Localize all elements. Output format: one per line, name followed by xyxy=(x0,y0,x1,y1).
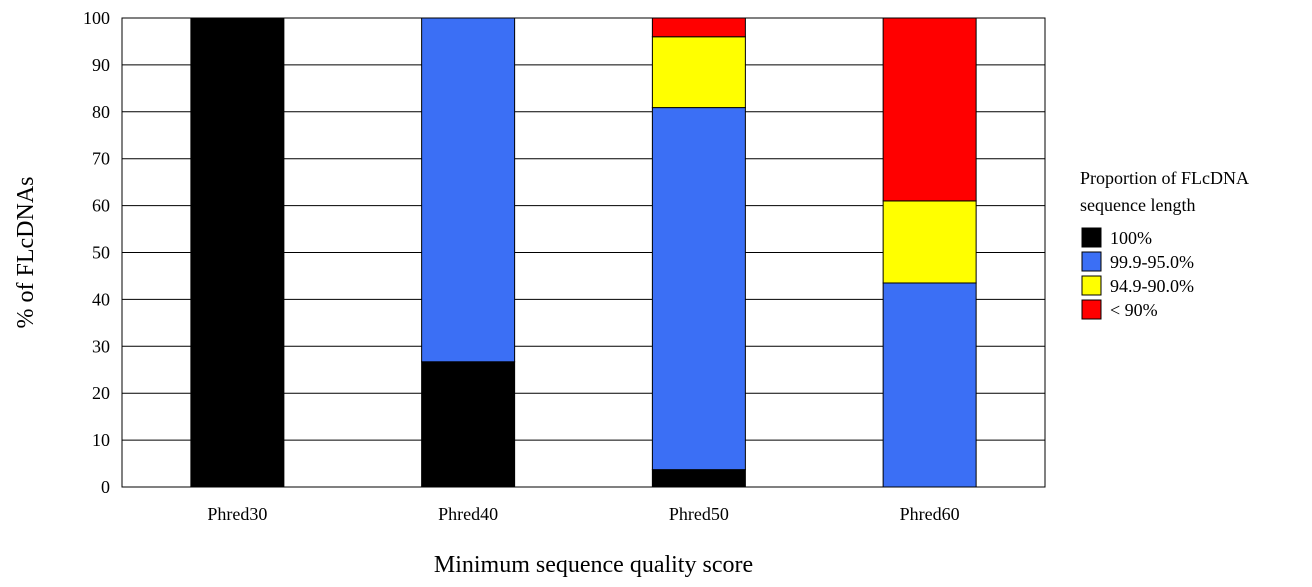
legend-title-line-1: Proportion of FLcDNA xyxy=(1080,168,1249,188)
y-tick-label: 30 xyxy=(92,336,110,356)
bar-segment xyxy=(651,107,746,471)
x-tick-label: Phred50 xyxy=(669,504,729,524)
legend-swatch xyxy=(1081,251,1102,272)
bar-segment xyxy=(882,282,977,488)
legend: Proportion of FLcDNA sequence length 100… xyxy=(1080,168,1249,320)
bar-segment xyxy=(421,17,516,363)
legend-label: 100% xyxy=(1110,228,1152,248)
bar-segment xyxy=(651,36,746,109)
legend-title-line-2: sequence length xyxy=(1080,195,1195,215)
x-tick-label: Phred30 xyxy=(207,504,267,524)
y-tick-label: 10 xyxy=(92,430,110,450)
legend-label: < 90% xyxy=(1110,300,1158,320)
x-axis-title: Minimum sequence quality score xyxy=(434,552,753,578)
bar-segment xyxy=(882,200,977,284)
y-tick-label: 0 xyxy=(101,477,110,497)
y-tick-label: 80 xyxy=(92,102,110,122)
legend-label: 99.9-95.0% xyxy=(1110,252,1194,272)
bar-segment xyxy=(190,17,285,488)
bar-segment xyxy=(421,361,516,488)
x-tick-labels: Phred30 Phred40 Phred50 Phred60 xyxy=(207,504,959,524)
legend-swatch xyxy=(1081,275,1102,296)
y-tick-label: 100 xyxy=(83,8,110,28)
x-tick-label: Phred40 xyxy=(438,504,498,524)
y-tick-label: 50 xyxy=(92,243,110,263)
y-tick-label: 90 xyxy=(92,55,110,75)
legend-swatch xyxy=(1081,227,1102,248)
bar-segment xyxy=(651,469,746,488)
x-tick-label: Phred60 xyxy=(900,504,960,524)
y-tick-label: 40 xyxy=(92,289,110,309)
bar-segment xyxy=(882,17,977,202)
legend-label: 94.9-90.0% xyxy=(1110,276,1194,296)
y-tick-labels: 0 10 20 30 40 50 60 70 80 90 100 xyxy=(83,8,110,497)
y-tick-label: 20 xyxy=(92,383,110,403)
plot-frame xyxy=(121,17,1046,488)
bar-segment xyxy=(651,17,746,38)
y-tick-label: 60 xyxy=(92,196,110,216)
bars xyxy=(190,17,977,488)
legend-swatch xyxy=(1081,299,1102,320)
y-tick-label: 70 xyxy=(92,149,110,169)
y-axis-title: % of FLcDNAs xyxy=(13,177,39,329)
